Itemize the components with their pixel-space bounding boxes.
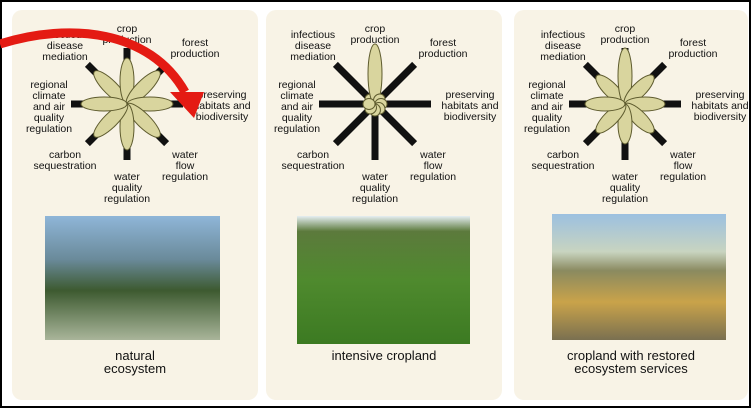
service-label: regulation: [524, 123, 570, 135]
service-label: mediation: [42, 51, 88, 63]
service-label: quality: [610, 182, 641, 194]
service-label: and air: [281, 101, 314, 113]
service-label: mediation: [540, 51, 586, 63]
service-label: sequestration: [281, 160, 344, 172]
service-label: regulation: [352, 193, 398, 205]
panel: [12, 10, 258, 400]
service-label: quality: [282, 112, 313, 124]
petal: [80, 96, 128, 112]
red-arrowhead: [170, 92, 204, 118]
service-label: carbon: [297, 149, 329, 161]
service-label: habitats and: [441, 100, 498, 112]
service-label: infectious: [291, 29, 335, 41]
petal: [584, 96, 626, 112]
panels: infectiousdiseasemediationcropproduction…: [12, 10, 749, 400]
photo: [297, 216, 470, 344]
service-label: climate: [530, 90, 563, 102]
service-label: biodiversity: [694, 111, 747, 123]
service-label: regulation: [162, 171, 208, 183]
service-label: forest: [182, 37, 208, 49]
service-label: quality: [112, 182, 143, 194]
photo: [45, 216, 220, 340]
service-label: biodiversity: [444, 111, 497, 123]
service-label: disease: [545, 40, 581, 52]
service-label: water: [171, 149, 198, 161]
service-label: crop: [615, 23, 636, 35]
photo: [552, 214, 726, 340]
service-label: sequestration: [531, 160, 594, 172]
service-label: disease: [295, 40, 331, 52]
service-label: preserving: [445, 89, 494, 101]
service-label: water: [419, 149, 446, 161]
caption: intensive cropland: [332, 348, 437, 363]
service-label: forest: [680, 37, 706, 49]
service-label: preserving: [197, 89, 246, 101]
service-label: climate: [280, 90, 313, 102]
service-label: flow: [674, 160, 693, 172]
caption: ecosystem: [104, 361, 166, 376]
service-label: biodiversity: [196, 111, 249, 123]
service-label: regional: [30, 79, 67, 91]
service-label: and air: [531, 101, 564, 113]
service-label: water: [113, 171, 140, 183]
service-label: carbon: [547, 149, 579, 161]
service-label: preserving: [695, 89, 744, 101]
service-label: regional: [278, 79, 315, 91]
service-label: habitats and: [691, 100, 748, 112]
service-label: regulation: [274, 123, 320, 135]
petal: [362, 98, 376, 110]
service-label: production: [350, 34, 399, 46]
service-label: water: [361, 171, 388, 183]
service-label: flow: [176, 160, 195, 172]
service-label: regulation: [410, 171, 456, 183]
service-label: mediation: [290, 51, 336, 63]
service-label: production: [418, 48, 467, 60]
service-label: quality: [360, 182, 391, 194]
service-label: carbon: [49, 149, 81, 161]
service-label: crop: [117, 23, 138, 35]
caption: ecosystem services: [574, 361, 688, 376]
service-label: crop: [365, 23, 386, 35]
service-label: sequestration: [33, 160, 96, 172]
service-label: water: [669, 149, 696, 161]
service-label: regulation: [602, 193, 648, 205]
service-label: regulation: [26, 123, 72, 135]
service-label: regulation: [104, 193, 150, 205]
service-label: climate: [32, 90, 65, 102]
service-label: quality: [34, 112, 65, 124]
service-label: quality: [532, 112, 563, 124]
service-label: infectious: [541, 29, 585, 41]
service-label: disease: [47, 40, 83, 52]
service-label: production: [170, 48, 219, 60]
service-label: flow: [424, 160, 443, 172]
service-label: regulation: [660, 171, 706, 183]
caption: natural: [115, 348, 155, 363]
caption: cropland with restored: [567, 348, 695, 363]
service-label: water: [611, 171, 638, 183]
service-label: regional: [528, 79, 565, 91]
red-arrow: [0, 28, 189, 95]
service-label: forest: [430, 37, 456, 49]
service-label: habitats and: [193, 100, 250, 112]
service-label: production: [668, 48, 717, 60]
service-label: and air: [33, 101, 66, 113]
service-label: production: [600, 34, 649, 46]
